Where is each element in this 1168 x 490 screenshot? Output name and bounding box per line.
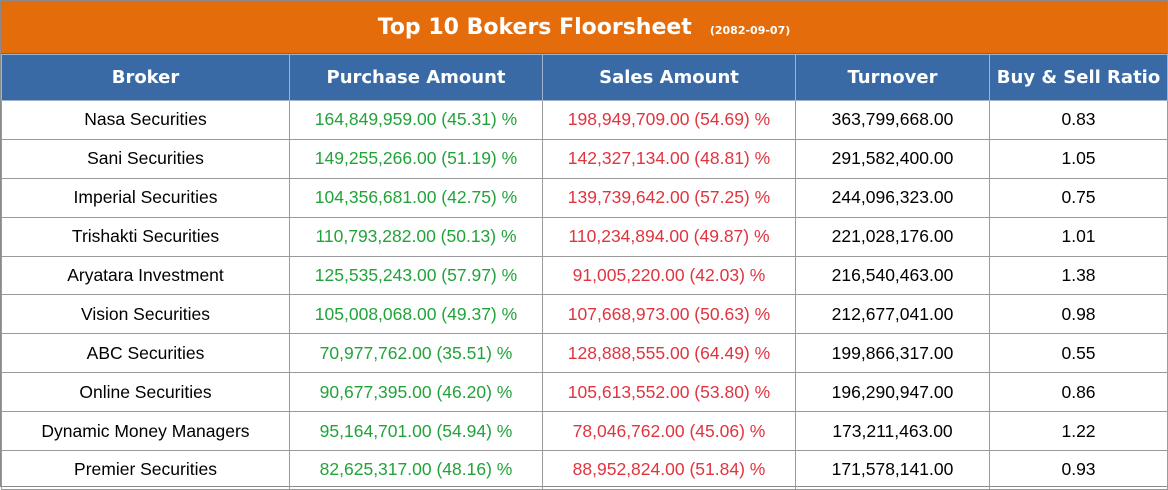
- turnover-cell: 212,677,041.00: [795, 294, 990, 335]
- purchase-cell: 164,849,959.00 (45.31) %: [289, 100, 543, 140]
- table-row: Nasa Securities 164,849,959.00 (45.31) %…: [1, 100, 1168, 140]
- title-bar: Top 10 Bokers Floorsheet (2082-09-07): [1, 1, 1167, 54]
- table-row: Dynamic Money Managers 95,164,701.00 (54…: [1, 411, 1168, 452]
- broker-cell: ABC Securities: [1, 333, 290, 374]
- turnover-cell: 216,540,463.00: [795, 255, 990, 296]
- turnover-cell: 196,290,947.00: [795, 372, 990, 413]
- ratio-cell: 0.86: [989, 372, 1168, 413]
- page-title: Top 10 Bokers Floorsheet: [377, 14, 692, 40]
- purchase-cell: 90,677,395.00 (46.20) %: [289, 372, 543, 413]
- table-row: Trishakti Securities 110,793,282.00 (50.…: [1, 216, 1168, 257]
- broker-cell: Imperial Securities: [1, 177, 290, 218]
- column-header-sales-amount: Sales Amount: [542, 54, 796, 101]
- sales-cell: 142,327,134.00 (48.81) %: [542, 138, 796, 179]
- sales-cell: 78,046,762.00 (45.06) %: [542, 411, 796, 452]
- broker-cell: Trishakti Securities: [1, 216, 290, 257]
- broker-cell: Aryatara Investment: [1, 255, 290, 296]
- broker-cell: Nasa Securities: [1, 100, 290, 140]
- purchase-cell: 82,625,317.00 (48.16) %: [289, 450, 543, 490]
- purchase-cell: 95,164,701.00 (54.94) %: [289, 411, 543, 452]
- ratio-cell: 0.55: [989, 333, 1168, 374]
- purchase-cell: 104,356,681.00 (42.75) %: [289, 177, 543, 218]
- sales-cell: 105,613,552.00 (53.80) %: [542, 372, 796, 413]
- table-row: Aryatara Investment 125,535,243.00 (57.9…: [1, 255, 1168, 296]
- ratio-cell: 0.93: [989, 450, 1168, 490]
- sales-cell: 128,888,555.00 (64.49) %: [542, 333, 796, 374]
- turnover-cell: 244,096,323.00: [795, 177, 990, 218]
- broker-cell: Online Securities: [1, 372, 290, 413]
- turnover-cell: 171,578,141.00: [795, 450, 990, 490]
- sales-cell: 110,234,894.00 (49.87) %: [542, 216, 796, 257]
- broker-cell: Sani Securities: [1, 138, 290, 179]
- broker-cell: Premier Securities: [1, 450, 290, 490]
- column-header-broker: Broker: [1, 54, 290, 101]
- ratio-cell: 0.98: [989, 294, 1168, 335]
- table-row: Vision Securities 105,008,068.00 (49.37)…: [1, 294, 1168, 335]
- ratio-cell: 0.83: [989, 100, 1168, 140]
- turnover-cell: 221,028,176.00: [795, 216, 990, 257]
- table-row: Sani Securities 149,255,266.00 (51.19) %…: [1, 138, 1168, 179]
- brokers-table: Broker Purchase Amount Sales Amount Turn…: [1, 54, 1168, 490]
- table-header-row: Broker Purchase Amount Sales Amount Turn…: [1, 54, 1168, 101]
- column-header-purchase-amount: Purchase Amount: [289, 54, 543, 101]
- sales-cell: 91,005,220.00 (42.03) %: [542, 255, 796, 296]
- purchase-cell: 125,535,243.00 (57.97) %: [289, 255, 543, 296]
- purchase-cell: 149,255,266.00 (51.19) %: [289, 138, 543, 179]
- purchase-cell: 70,977,762.00 (35.51) %: [289, 333, 543, 374]
- ratio-cell: 0.75: [989, 177, 1168, 218]
- sales-cell: 139,739,642.00 (57.25) %: [542, 177, 796, 218]
- sales-cell: 88,952,824.00 (51.84) %: [542, 450, 796, 490]
- ratio-cell: 1.22: [989, 411, 1168, 452]
- purchase-cell: 105,008,068.00 (49.37) %: [289, 294, 543, 335]
- table-row: Premier Securities 82,625,317.00 (48.16)…: [1, 450, 1168, 490]
- column-header-buy-sell-ratio: Buy & Sell Ratio: [989, 54, 1168, 101]
- sales-cell: 198,949,709.00 (54.69) %: [542, 100, 796, 140]
- broker-cell: Dynamic Money Managers: [1, 411, 290, 452]
- purchase-cell: 110,793,282.00 (50.13) %: [289, 216, 543, 257]
- table-row: Online Securities 90,677,395.00 (46.20) …: [1, 372, 1168, 413]
- turnover-cell: 173,211,463.00: [795, 411, 990, 452]
- column-header-turnover: Turnover: [795, 54, 990, 101]
- turnover-cell: 199,866,317.00: [795, 333, 990, 374]
- ratio-cell: 1.38: [989, 255, 1168, 296]
- sales-cell: 107,668,973.00 (50.63) %: [542, 294, 796, 335]
- turnover-cell: 291,582,400.00: [795, 138, 990, 179]
- table-row: Imperial Securities 104,356,681.00 (42.7…: [1, 177, 1168, 218]
- date-label: (2082-09-07): [709, 23, 791, 37]
- ratio-cell: 1.01: [989, 216, 1168, 257]
- broker-cell: Vision Securities: [1, 294, 290, 335]
- ratio-cell: 1.05: [989, 138, 1168, 179]
- turnover-cell: 363,799,668.00: [795, 100, 990, 140]
- table-row: ABC Securities 70,977,762.00 (35.51) % 1…: [1, 333, 1168, 374]
